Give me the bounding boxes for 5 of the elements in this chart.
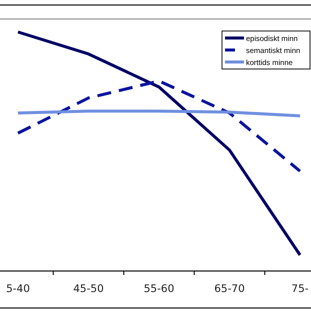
x-tick-label: 55-60 [144,283,174,295]
x-tick-label: 5-40 [6,283,30,295]
x-tick-label: 45-50 [73,283,104,295]
x-tick-label: 65-70 [214,283,245,295]
x-tick-label: 75- [291,283,309,295]
